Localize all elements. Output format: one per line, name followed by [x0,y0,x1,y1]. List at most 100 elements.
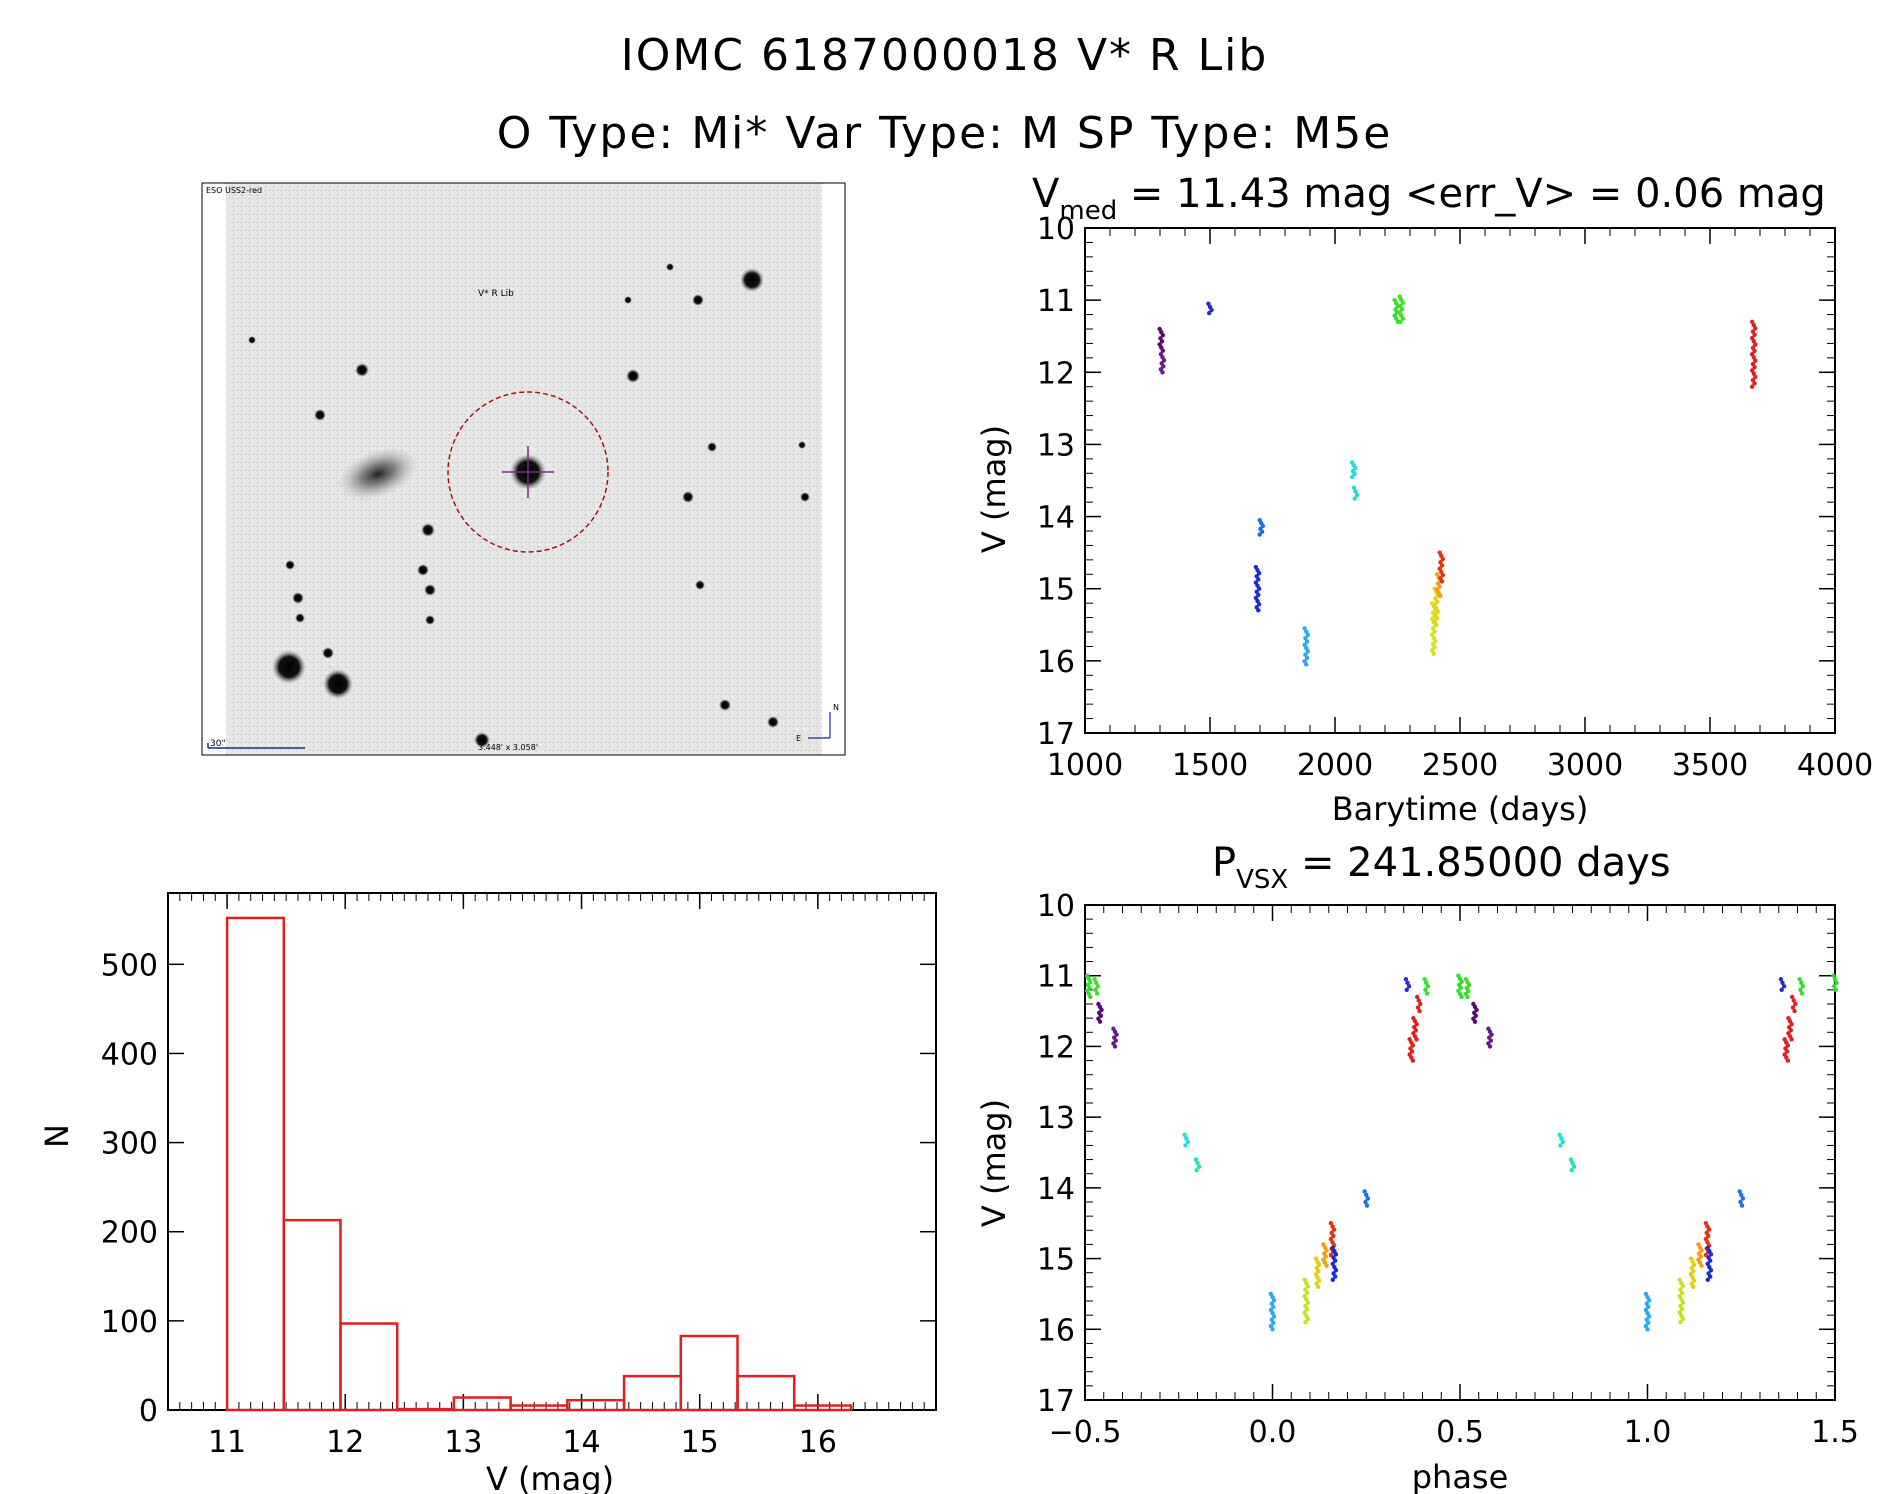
data-point [1799,991,1805,996]
data-point [1304,1297,1309,1302]
histogram-xlabel: V (mag) [486,1460,614,1494]
y-tick-label: 14 [1037,1172,1075,1207]
data-point [1303,1287,1308,1292]
data-point [1434,616,1440,621]
data-point [1323,1254,1329,1259]
data-point [1440,556,1446,562]
data-point [1092,977,1097,982]
data-point [1305,632,1311,638]
data-point [1305,1316,1311,1322]
data-point [1780,980,1785,985]
data-point [1698,1254,1704,1259]
data-point [1459,979,1464,984]
data-point [1099,1007,1104,1013]
data-point [1332,1274,1338,1279]
y-tick-label: 16 [1037,1313,1075,1348]
data-point [1316,1284,1321,1290]
data-point [1570,1160,1575,1166]
data-point [1259,529,1265,534]
data-point [1784,1049,1790,1054]
compass-e-label: E [796,734,801,743]
data-point [1739,1192,1744,1198]
data-point [1645,1327,1650,1332]
histogram-bars [225,916,853,1412]
data-point [1256,601,1262,607]
histogram-bar [225,916,286,1412]
data-point [1706,1227,1712,1232]
data-point [1362,1189,1367,1194]
data-point [1433,612,1438,618]
data-point [1646,1314,1652,1319]
data-point [1260,523,1266,529]
data-point [1088,994,1093,1000]
data-point [1406,984,1412,989]
data-point [1738,1199,1743,1205]
x-tick-label: 3500 [1672,748,1748,783]
data-point [1330,1277,1335,1282]
star [323,669,353,699]
star [417,564,429,576]
data-point [1413,1028,1419,1033]
data-point [1271,1298,1277,1303]
data-point [1160,370,1165,375]
y-tick-label: 13 [1037,428,1075,463]
data-point [1753,358,1758,363]
star [800,492,810,502]
data-point [1331,1227,1337,1232]
star [295,613,305,623]
data-point [1680,1316,1686,1322]
data-point [1458,985,1464,991]
star [695,580,705,590]
x-tick-label: 0.5 [1436,1415,1484,1450]
data-point [1432,629,1437,634]
data-point [1833,987,1839,993]
data-point [1302,626,1307,631]
x-tick-label: 2000 [1297,748,1373,783]
data-point [1207,310,1212,316]
data-point [1352,471,1357,477]
data-point [1161,358,1167,363]
data-point [1466,988,1471,994]
data-point [1646,1320,1651,1326]
data-point [1160,332,1166,338]
star [666,263,674,271]
data-point [1271,1314,1277,1319]
y-tick-label: 15 [1037,1243,1075,1278]
data-point [1753,326,1758,331]
data-point [1431,651,1436,656]
data-point [1303,636,1308,641]
data-point [1414,1037,1419,1042]
data-point [1324,1248,1329,1253]
data-point [1364,1192,1369,1198]
x-tick-label: 1.5 [1811,1415,1859,1450]
y-tick-label: 13 [1037,1101,1075,1136]
target-circle [447,391,609,553]
data-point [1403,977,1409,982]
data-point [1691,1278,1697,1283]
data-point [1416,998,1421,1003]
data-point [1423,987,1428,993]
data-point [1303,1303,1308,1309]
compass-n-label: N [833,703,839,712]
data-point [1417,1008,1422,1014]
data-point [1680,1300,1686,1305]
data-point [1569,1167,1574,1173]
data-point [1094,980,1099,985]
y-tick-label: 12 [1037,1030,1075,1065]
data-point [1304,639,1310,644]
data-point [1256,571,1262,576]
y-tick-label: 200 [101,1216,158,1251]
y-tick-label: 12 [1037,356,1075,391]
data-point [1740,1196,1746,1201]
data-point [1271,1304,1276,1309]
histogram-bar [452,1396,512,1412]
x-tick-label: −0.5 [1049,1415,1122,1450]
data-point [1752,381,1757,386]
data-point [1678,1303,1683,1309]
data-point [1791,998,1796,1003]
data-point [1707,1274,1713,1279]
data-point [1432,602,1437,608]
data-point [1691,1284,1696,1290]
data-point [1560,1139,1566,1145]
star [719,699,731,711]
